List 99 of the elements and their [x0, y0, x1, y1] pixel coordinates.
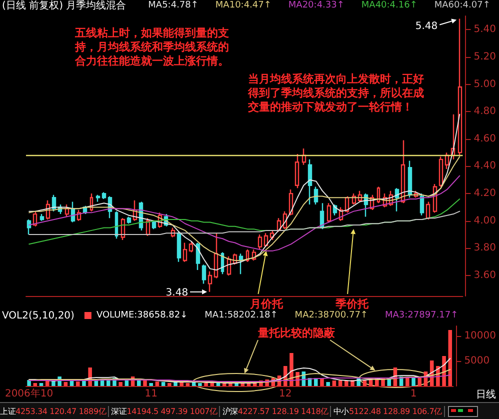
bar: [33, 383, 38, 386]
candlestick: [208, 270, 212, 292]
candlestick: [152, 220, 156, 230]
candlestick: [126, 216, 132, 224]
y-tick-label: 4.40: [474, 160, 496, 172]
text: 季价托: [334, 298, 370, 310]
y-tick-label: 3.60: [474, 270, 496, 282]
candlestick: [314, 186, 318, 206]
line-series: [28, 374, 451, 382]
candlestick: [202, 264, 206, 284]
bar: [204, 383, 208, 386]
line-series: [28, 210, 460, 236]
bar: [64, 382, 68, 386]
candlestick: [376, 186, 380, 204]
bar: [76, 382, 80, 386]
bar: [406, 378, 410, 386]
bar: [39, 383, 44, 386]
bar: [155, 382, 160, 386]
bar: [186, 383, 190, 386]
bar: [143, 380, 147, 386]
y-tick-label: 5000: [464, 356, 490, 366]
text: MA40:4.16↑: [361, 0, 418, 10]
candlestick: [426, 201, 430, 220]
candlestick: [26, 218, 32, 236]
candlestick: [308, 158, 312, 206]
bar: [326, 382, 330, 386]
annotation: 五线粘上时，如果能得到量的支持，月均线系统和季均线系统的合力往往能造就一波上涨行情。: [74, 26, 229, 68]
candlestick: [400, 140, 406, 204]
candlestick: [320, 202, 324, 230]
x-tick-label: 11: [144, 388, 158, 400]
candlestick: [182, 242, 188, 262]
bar: [168, 383, 172, 386]
legend-label: VOLUME:38658.82↓: [96, 310, 188, 320]
x-tick-label: 2006年10: [4, 388, 54, 400]
candlestick: [302, 148, 306, 166]
y-tick-label: 10000: [464, 330, 496, 342]
text: MA1:58202.18↑: [204, 310, 278, 320]
chart-title: (日线 前复权) 月季均线混合: [2, 0, 126, 12]
y-tick-label: 5.20: [474, 51, 496, 62]
line-series: [28, 156, 460, 261]
chart-title: VOL2(5,10,20): [2, 310, 75, 322]
y-tick-label: 5.00: [474, 78, 496, 90]
candlestick: [458, 18, 462, 156]
y-tick-label: 3.80: [474, 242, 496, 254]
text: 沪深4227.57 128.19 1418亿: [222, 407, 328, 416]
candlestick: [96, 194, 100, 202]
text: MA2:38700.77↑: [294, 310, 368, 320]
candlestick: [420, 192, 424, 216]
candlestick: [258, 234, 262, 250]
candlestick: [52, 194, 56, 212]
y-tick-label: 4.60: [474, 133, 496, 144]
candlestick: [394, 188, 400, 212]
candlestick: [196, 242, 200, 271]
text: 日线: [476, 388, 496, 400]
text: MA10:4.47↑: [215, 0, 272, 10]
annotation: 量托比较的隐蔽: [257, 326, 335, 340]
annotation: 当月均线系统再次向上发散时，正好得到了季均线系统的支持，所以在成交量的推动下就发动了一轮行情！: [247, 72, 424, 114]
text: MA5:4.78↑: [148, 0, 198, 10]
bar: [362, 380, 367, 386]
text: 月价托: [249, 298, 284, 310]
text: MA3:27897.17↑: [384, 310, 458, 320]
candlestick: [408, 160, 412, 198]
candlestick: [176, 231, 182, 262]
x-tick-label: 12: [278, 388, 292, 400]
bar: [45, 380, 50, 386]
text: MA20:4.33↑: [288, 0, 344, 10]
bar: [161, 382, 166, 386]
candlestick: [294, 153, 300, 189]
bar: [338, 380, 342, 386]
text: 中小5122.48 128.89 106.7亿: [333, 407, 442, 416]
candlestick: [438, 156, 444, 188]
bar: [198, 383, 202, 386]
y-tick-label: 4.20: [474, 188, 496, 200]
text: 上证4253.34 120.47 1889亿: [0, 407, 106, 416]
bar: [118, 382, 122, 386]
candlestick: [102, 192, 106, 200]
text: MA60:4.07↑: [434, 0, 490, 10]
bar: [332, 380, 336, 386]
bar: [216, 383, 220, 386]
bar: [149, 383, 153, 386]
line-series: [28, 114, 460, 271]
bar: [448, 330, 452, 386]
y-tick-label: 4.80: [474, 106, 496, 118]
bar: [124, 380, 129, 386]
annotation: 5.48: [415, 21, 438, 32]
candlestick: [326, 202, 332, 223]
y-tick-label: 5.40: [474, 24, 496, 36]
candlestick: [188, 240, 194, 253]
candlestick: [40, 213, 44, 222]
bar: [418, 378, 422, 386]
candlestick: [214, 232, 218, 279]
candlestick: [238, 253, 244, 275]
x-tick-label: 1: [410, 388, 417, 400]
annotation: 3.48: [166, 287, 188, 298]
bar: [290, 353, 294, 386]
text: 深证14194.5 497.39 1007亿: [111, 407, 218, 416]
bar: [344, 380, 348, 386]
candlestick: [444, 152, 450, 170]
y-tick-label: 4.00: [474, 215, 496, 226]
